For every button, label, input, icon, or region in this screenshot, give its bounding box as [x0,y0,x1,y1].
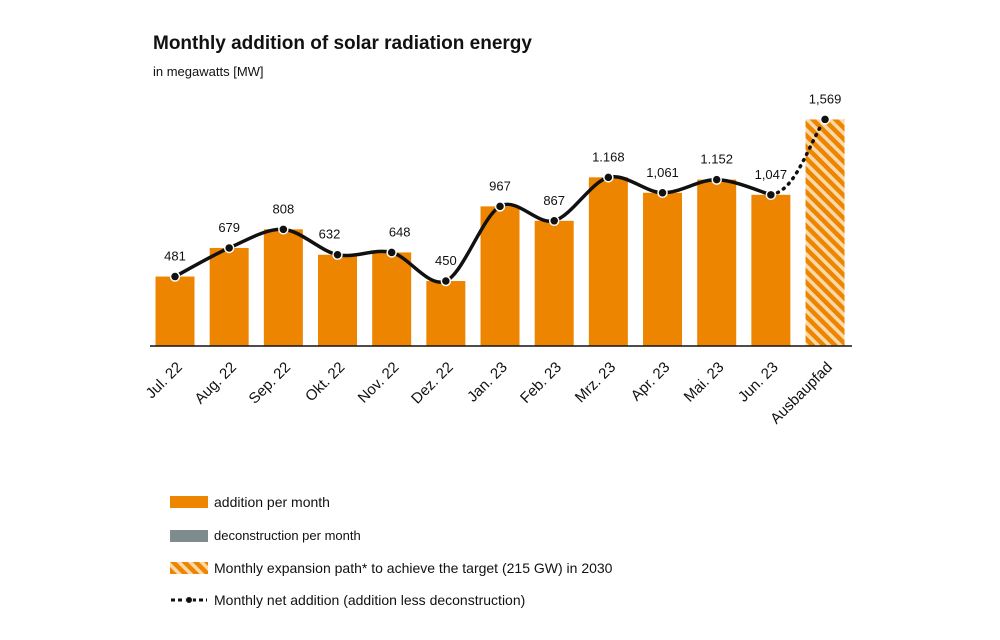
net-point-5 [440,275,452,287]
net-point-7 [548,215,560,227]
x-tick-label-9: Apr. 23 [628,359,674,405]
x-tick-label-7: Feb. 23 [517,359,565,407]
data-label-2: 808 [272,201,294,216]
legend-swatch-deconstruction [170,529,208,542]
legend-item-expansion-path: Monthly expansion path* to achieve the t… [170,560,612,576]
net-point-10 [711,174,722,185]
net-point-6 [494,201,506,212]
x-tick-label-10: Mai. 23 [681,359,728,406]
net-point-2 [278,224,289,235]
legend-label: Monthly expansion path* to achieve the t… [214,560,613,576]
chart-title: Monthly addition of solar radiation ener… [153,33,532,54]
bar-11 [751,194,791,346]
legend-item-addition: addition per month [170,494,330,510]
data-label-10: 1.152 [700,152,733,167]
legend-item-net-addition: Monthly net addition (addition less deco… [170,592,525,608]
x-tick-label-8: Mrz. 23 [572,359,619,406]
legend-item-deconstruction: deconstruction per month [170,528,361,543]
bar-0 [155,276,195,346]
x-tick-label-1: Aug. 22 [191,359,240,408]
data-label-5: 450 [435,253,457,268]
x-tick-label-11: Jun. 23 [735,359,782,406]
data-label-12: 1,569 [809,91,842,106]
net-point-11 [765,189,777,201]
legend-swatch-line [171,596,207,604]
x-tick-label-4: Nov. 22 [355,359,403,407]
data-label-8: 1.168 [592,149,625,164]
bar-expansion-path [805,119,845,346]
bar-2 [263,229,303,346]
net-point-1 [223,242,235,254]
data-label-0: 481 [164,249,186,264]
chart-plot: 481 679 808 632 648 450 967 867 1.168 1,061 1.152 1… [143,91,852,427]
legend-swatch-addition [170,496,208,508]
bar-9 [643,192,683,346]
net-point-0 [169,271,181,282]
legend-swatch-hatched [170,562,208,574]
bar-7 [534,220,574,346]
legend-label: deconstruction per month [214,528,361,543]
net-point-12 [819,114,831,125]
net-point-8 [603,172,614,183]
bar-5 [426,281,466,346]
net-point-4 [386,247,397,258]
net-point-3 [332,249,343,260]
bar-6 [480,206,520,346]
bar-4 [372,252,412,346]
data-label-7: 867 [543,193,565,208]
x-tick-label-2: Sep. 22 [246,359,295,408]
data-label-1: 679 [218,220,240,235]
bar-1 [209,247,249,346]
x-tick-label-0: Jul. 22 [143,359,186,402]
bar-8 [588,177,628,346]
bar-10 [697,179,737,346]
chart-subtitle: in megawatts [MW] [153,64,264,79]
net-point-9 [657,187,668,199]
bar-3 [318,254,358,346]
data-label-4: 648 [389,224,411,239]
data-label-3: 632 [319,227,341,242]
legend-label: Monthly net addition (addition less deco… [214,592,526,608]
net-addition-projection [769,123,823,197]
x-tick-label-6: Jan. 23 [464,359,511,406]
data-label-9: 1,061 [646,165,679,180]
legend-label: addition per month [214,494,330,510]
data-label-6: 967 [489,178,511,193]
x-tick-label-3: Okt. 22 [302,359,348,405]
x-tick-label-5: Dez. 22 [408,359,457,408]
data-label-11: 1,047 [755,167,788,182]
